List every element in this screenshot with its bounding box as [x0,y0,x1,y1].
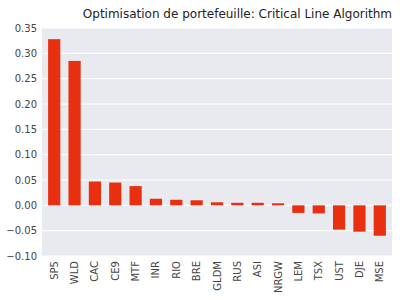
x-tick-label: CAC [89,261,100,282]
x-tick-label: GLDM [212,261,223,291]
bar [68,61,80,205]
x-tick-label: NRGW [273,261,284,293]
bars [48,39,386,236]
y-tick-label: 0.25 [15,73,37,84]
grid-line [42,154,392,155]
y-tick-label: 0.35 [15,23,37,34]
y-tick-label: −0.05 [6,225,37,236]
x-tick-label: DJE [354,261,365,278]
y-tick-label: 0.20 [15,99,37,110]
bar [191,200,203,205]
bar [211,202,223,205]
grid [42,28,392,256]
grid-line [42,230,392,231]
bar [48,39,60,205]
title: Optimisation de portefeuille: Critical L… [83,7,392,21]
grid-line [42,256,392,257]
bar [252,203,264,206]
bar [150,199,162,206]
bar [89,182,101,206]
x-tick-label: LEM [293,261,304,282]
y-tick-label: 0.15 [15,124,37,135]
grid-line [42,104,392,105]
y-tick-label: −0.10 [6,251,37,262]
chart: −0.10 −0.05 0.00 0.05 0.10 0.15 0.20 0.25 0.30 0.… [0,0,400,300]
grid-line [42,129,392,130]
x-tick-label: MTF [130,261,141,282]
grid-line [42,78,392,79]
x-tick-label: INR [150,261,161,278]
x-tick-label: UST [334,260,345,281]
grid-line [42,53,392,54]
x-tick-label: SP5 [49,261,60,280]
x-tick-label: RUS [232,261,243,282]
grid-line [42,180,392,181]
x-tick-label: TSX [313,261,324,281]
bar [374,205,386,235]
bar [313,205,325,213]
x-tick-label: BRE [191,261,202,281]
bar [109,183,121,206]
x-tick-label: ASI [252,261,263,277]
x-tick-label: CE9 [110,261,121,281]
y-tick-label: 0.05 [15,175,37,186]
bar [170,200,182,206]
grid-line [42,28,392,29]
x-tick-label: RIO [171,261,182,279]
x-tick-label: MSE [374,261,385,282]
bar [292,205,304,213]
bar [353,205,365,231]
y-tick-label: 0.30 [15,48,37,59]
y-tick-label: 0.10 [15,149,37,160]
bar [130,186,142,205]
bar [231,203,243,206]
bar [272,203,284,205]
y-tick-label: 0.00 [15,200,37,211]
bar [333,205,345,229]
plot-background [42,28,392,256]
x-tick-label: WLD [69,261,80,284]
